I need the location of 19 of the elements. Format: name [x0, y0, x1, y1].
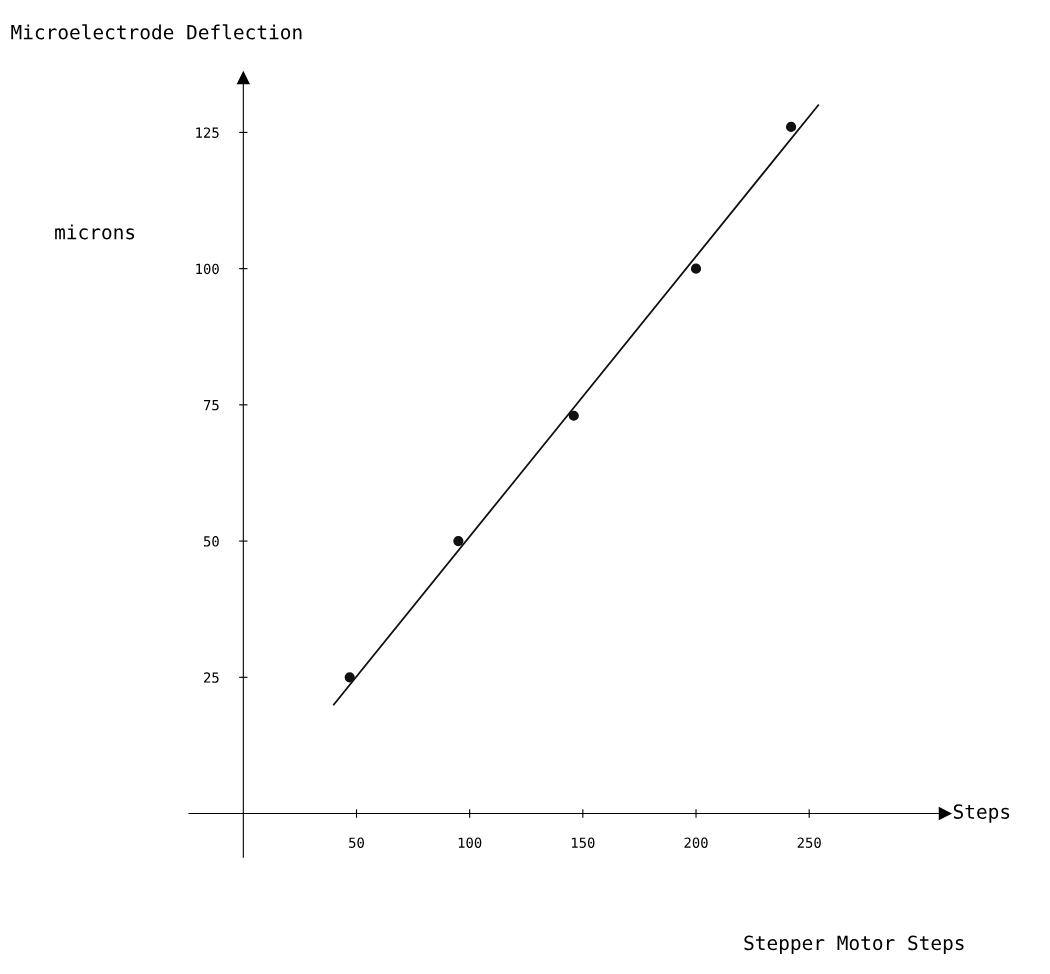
- x-tick-label: 50: [349, 837, 364, 848]
- y-tick-label: 25: [204, 672, 219, 683]
- y-axis-title: Microelectrode Deflection: [11, 24, 302, 40]
- y-tick-label: 50: [203, 536, 219, 547]
- y-tick-label: 100: [196, 263, 219, 275]
- y-tick-label: 125: [196, 127, 219, 138]
- x-tick-label: 250: [797, 837, 821, 848]
- x-tick-label: 200: [684, 837, 708, 848]
- point: [568, 410, 579, 421]
- x-tick-label: 100: [458, 837, 482, 848]
- text: microns: [55, 224, 135, 240]
- x-tick-label: 150: [571, 837, 595, 848]
- x-axis-title: Stepper Motor Steps: [744, 935, 964, 954]
- text: Steps: [953, 804, 1010, 823]
- point: [785, 121, 797, 133]
- point: [453, 535, 464, 547]
- point: [690, 263, 702, 274]
- y-tick-label: 75: [203, 400, 219, 411]
- point: [344, 672, 355, 683]
